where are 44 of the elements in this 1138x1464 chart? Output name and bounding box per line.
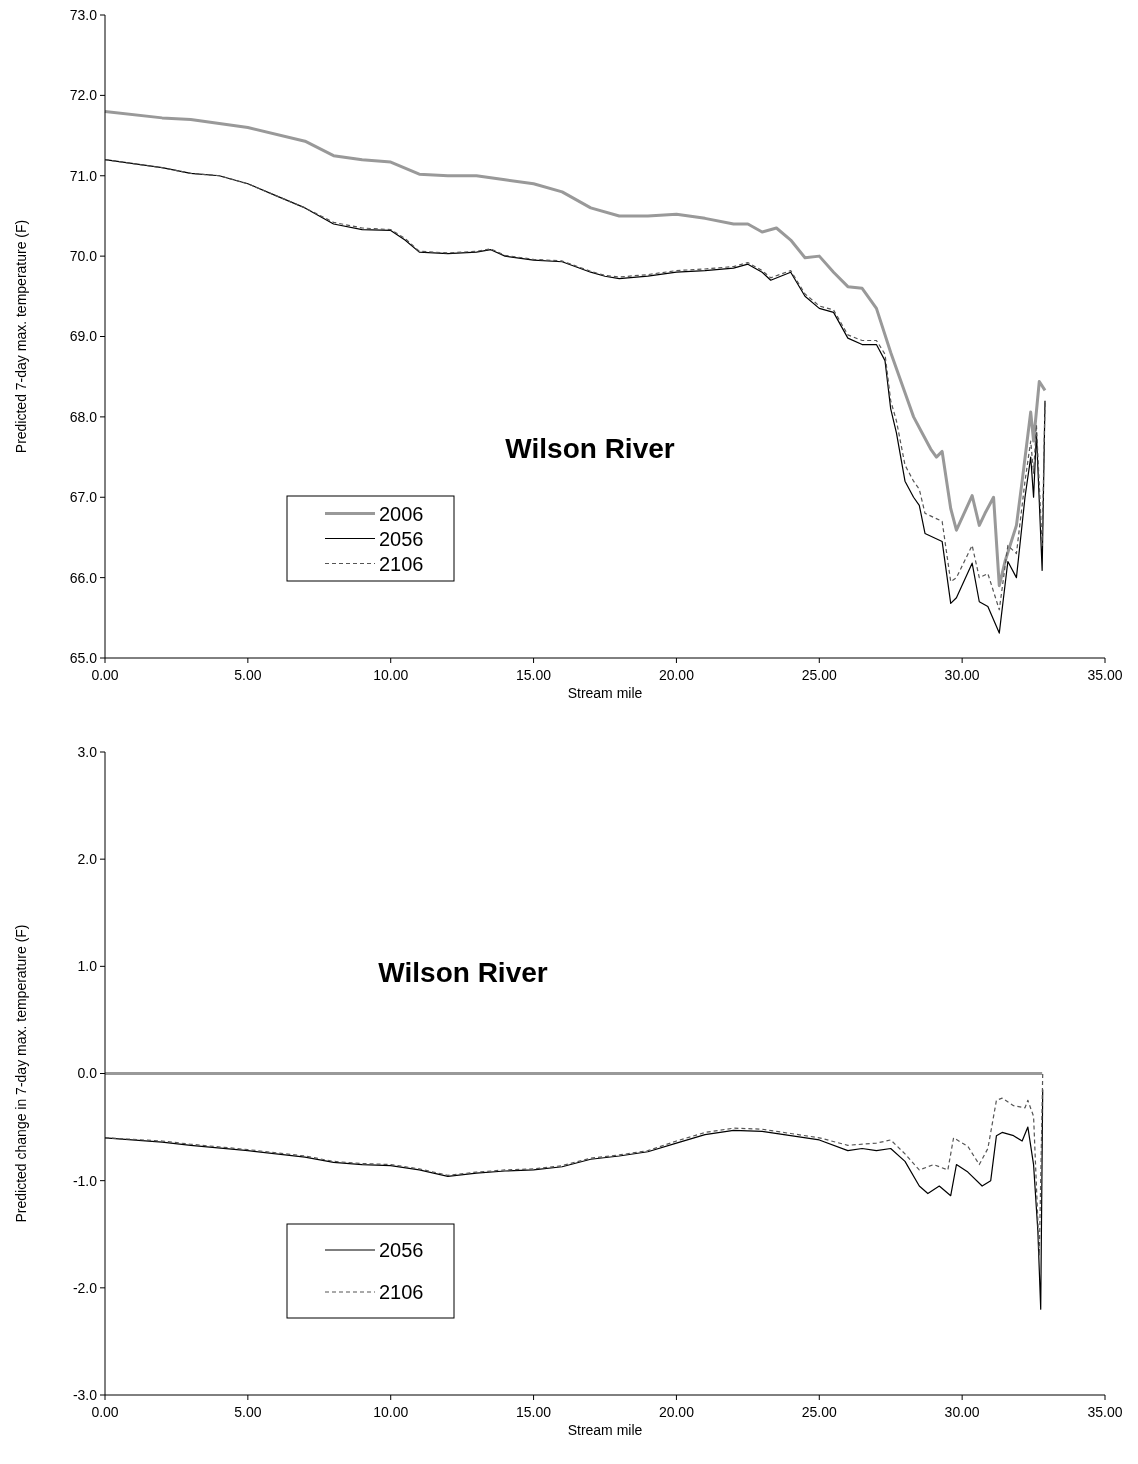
y-axis-title: Predicted 7-day max. temperature (F) — [13, 219, 29, 454]
y-tick-label: 72.0 — [69, 87, 98, 104]
y-tick-label: 69.0 — [69, 328, 98, 345]
x-tick-label: 30.00 — [944, 1404, 980, 1420]
x-tick-label: 15.00 — [516, 667, 552, 683]
x-tick-label: 35.00 — [1087, 667, 1123, 683]
x-tick-label: 15.00 — [516, 1404, 552, 1420]
x-tick-label: 0.00 — [91, 1404, 119, 1420]
legend-label: 2006 — [379, 502, 424, 525]
y-tick-label: 71.0 — [69, 167, 98, 184]
legend-label: 2106 — [379, 552, 424, 575]
x-tick-label: 10.00 — [373, 667, 409, 683]
text: Wilson River — [378, 957, 548, 988]
y-tick-label: -1.0 — [72, 1172, 98, 1189]
y-tick-label: 1.0 — [77, 958, 98, 975]
x-tick-label: 20.00 — [658, 667, 695, 683]
y-tick-label: 65.0 — [69, 649, 98, 666]
y-tick-label: -2.0 — [72, 1279, 98, 1296]
y-tick-label: 66.0 — [69, 569, 98, 586]
x-tick-label: 30.00 — [944, 667, 980, 683]
y-tick-label: -3.0 — [72, 1386, 98, 1403]
y-axis-title: Predicted change in 7-day max. temperature (F) — [13, 924, 29, 1223]
x-tick-label: 0.00 — [91, 667, 119, 683]
x-axis-title: Stream mile — [567, 1422, 643, 1438]
y-tick-label: 68.0 — [69, 408, 98, 425]
y-tick-label: 70.0 — [69, 248, 98, 265]
x-tick-label: 5.00 — [234, 667, 262, 683]
x-tick-label: 20.00 — [658, 1404, 695, 1420]
x-tick-label: 35.00 — [1087, 1404, 1123, 1420]
y-tick-label: 73.0 — [69, 6, 98, 23]
x-tick-label: 5.00 — [234, 1404, 262, 1420]
line-series — [104, 1072, 1044, 1257]
x-tick-label: 10.00 — [373, 1404, 409, 1420]
y-tick-label: 2.0 — [77, 851, 98, 868]
y-tick-label: 3.0 — [77, 743, 98, 760]
y-tick-label: 67.0 — [69, 489, 98, 506]
x-tick-label: 25.00 — [801, 667, 838, 683]
legend-label: 2056 — [379, 1239, 424, 1261]
y-tick-label: 0.0 — [77, 1065, 98, 1082]
x-axis-title: Stream mile — [567, 685, 643, 701]
x-tick-label: 25.00 — [801, 1404, 838, 1420]
text: Wilson River — [505, 433, 675, 464]
legend-label: 2106 — [379, 1281, 424, 1303]
legend-label: 2056 — [379, 527, 424, 550]
